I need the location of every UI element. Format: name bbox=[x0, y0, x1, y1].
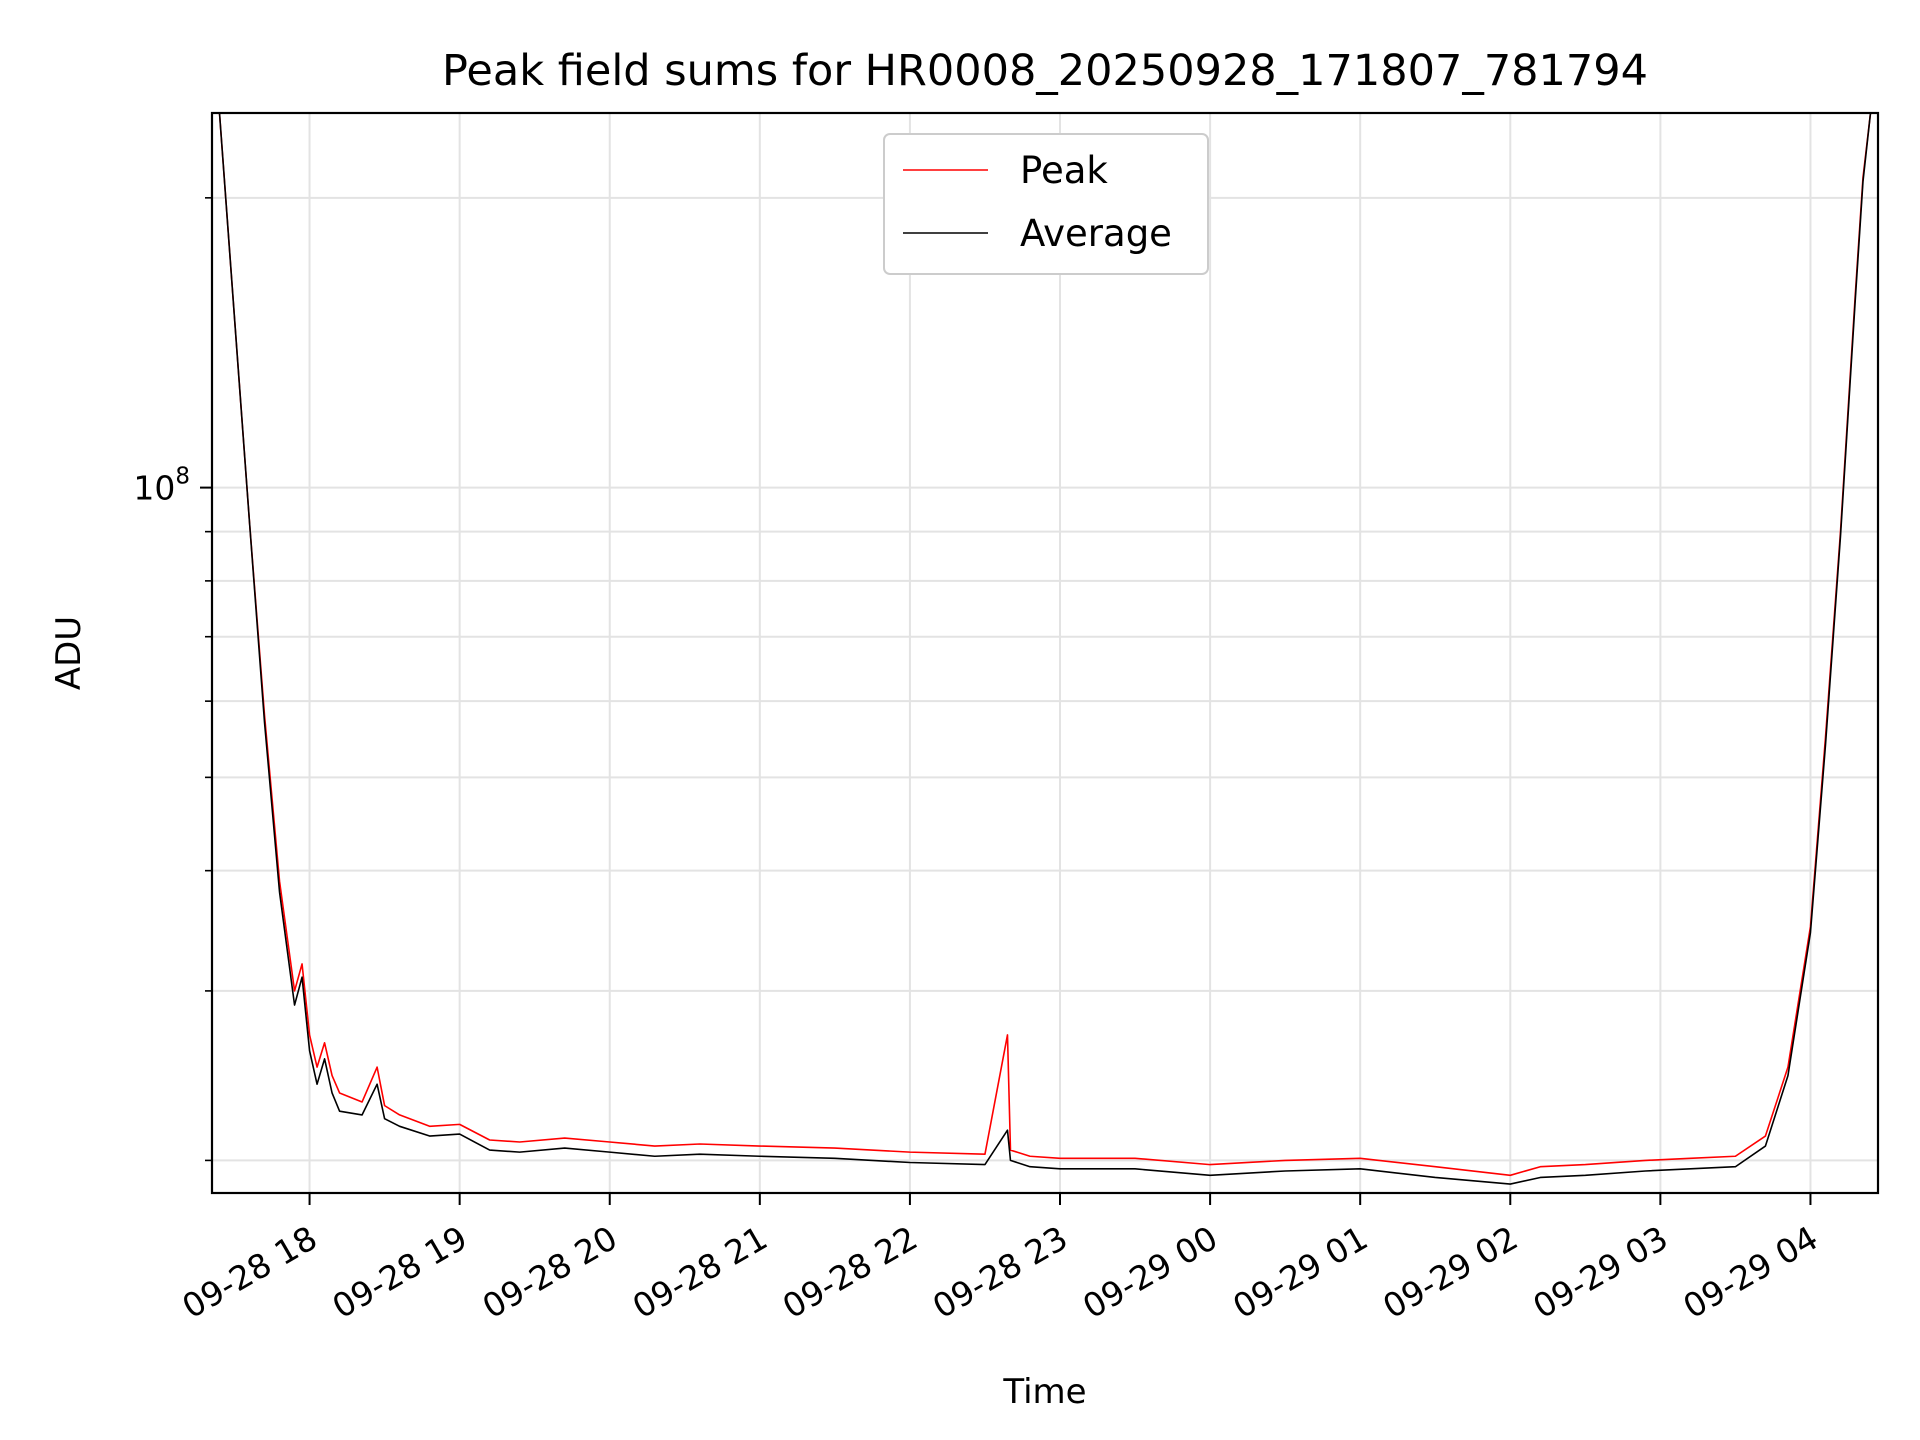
legend-peak-label: Peak bbox=[1020, 149, 1108, 192]
series-area bbox=[218, 113, 1872, 1185]
legend-box bbox=[883, 133, 1209, 275]
series-peak-line bbox=[218, 113, 1872, 1177]
legend: Peak Average bbox=[883, 133, 1209, 275]
chart-title: Peak field sums for HR0008_20250928_1718… bbox=[442, 46, 1648, 96]
plot-frame bbox=[210, 111, 1880, 1195]
series-average-line bbox=[218, 113, 1872, 1185]
grid bbox=[212, 113, 1878, 1193]
y-tick-label: 108 bbox=[133, 464, 190, 508]
y-axis-label: ADU bbox=[49, 616, 89, 690]
legend-average-label: Average bbox=[1020, 212, 1172, 255]
x-axis-label: Time bbox=[1002, 1372, 1086, 1412]
